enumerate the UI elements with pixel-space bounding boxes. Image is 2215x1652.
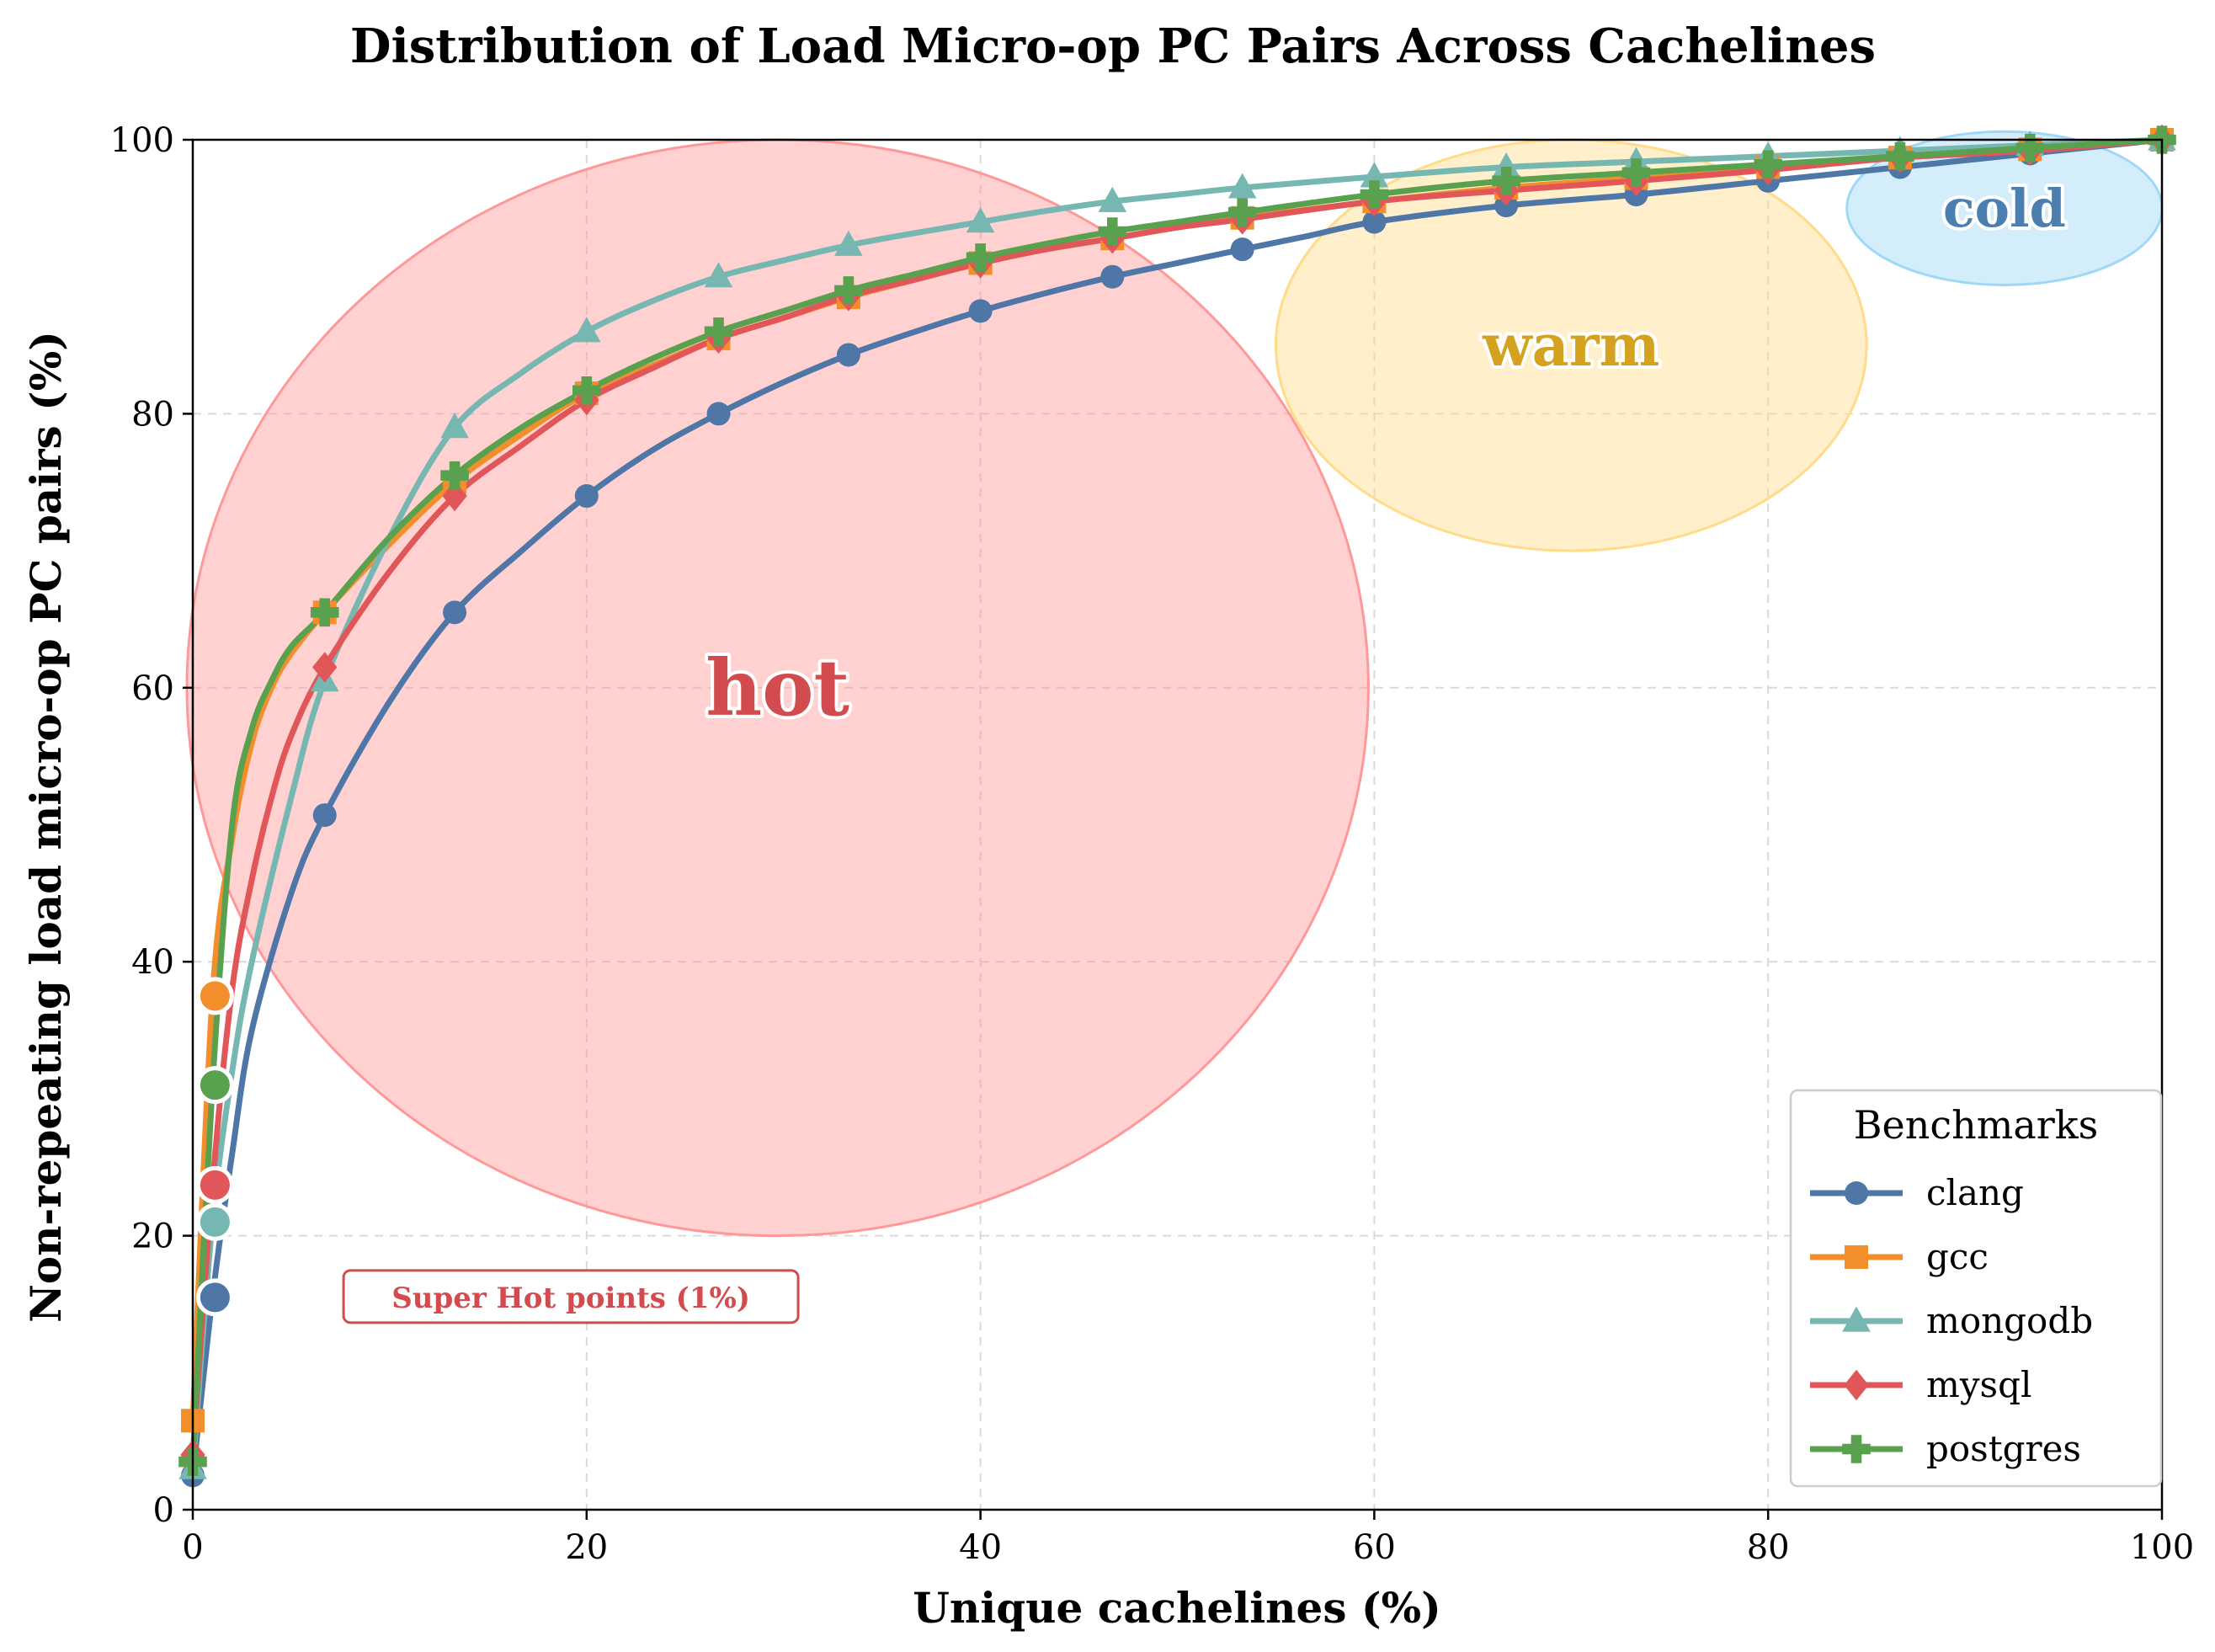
- y-tick-label: 60: [131, 669, 174, 708]
- y-tick-label: 100: [110, 121, 174, 160]
- clang-marker: [968, 299, 993, 323]
- x-tick-label: 20: [565, 1528, 608, 1567]
- clang-super-hot-point: [195, 1278, 234, 1317]
- legend-label: postgres: [1926, 1428, 2081, 1469]
- y-axis-label: Non-repeating load micro-op PC pairs (%): [21, 331, 71, 1323]
- legend-item-postgres: postgres: [1810, 1428, 2081, 1469]
- clang-marker: [312, 803, 337, 828]
- temperature-regions: [185, 130, 2164, 1238]
- legend-item-mongodb: mongodb: [1810, 1300, 2093, 1341]
- region-label-hot: hot: [705, 642, 849, 733]
- y-tick-label: 20: [131, 1218, 174, 1256]
- super-hot-annotation: Super Hot points (1%): [342, 1269, 800, 1324]
- x-tick-label: 40: [959, 1528, 1002, 1567]
- legend-box: [1789, 1089, 2163, 1488]
- postgres-marker: [2015, 133, 2045, 163]
- mongodb-marker: [572, 317, 601, 343]
- mysql-marker: [312, 652, 338, 683]
- mongodb-marker: [1492, 152, 1520, 179]
- postgres-marker: [1098, 217, 1127, 246]
- legend-label: gcc: [1926, 1236, 1989, 1277]
- clang-marker: [1362, 210, 1387, 234]
- chart-title: Distribution of Load Micro-op PC Pairs A…: [350, 19, 1876, 74]
- clang-marker: [1230, 237, 1254, 262]
- x-tick-label: 0: [182, 1528, 203, 1567]
- postgres-marker: [1754, 150, 1782, 179]
- region-label-cold: cold: [1943, 178, 2066, 239]
- legend-item-mysql: mysql: [1810, 1364, 2031, 1405]
- postgres-marker: [1227, 198, 1257, 227]
- annotation-text: Super Hot points (1%): [391, 1282, 750, 1315]
- legend-swatch-marker: [1845, 1181, 1868, 1205]
- x-tick-label: 60: [1353, 1528, 1396, 1567]
- mongodb-marker: [1360, 162, 1389, 188]
- legend-swatch-marker: [1842, 1435, 1871, 1463]
- legend-title: Benchmarks: [1854, 1102, 2099, 1148]
- plot-frame: [191, 138, 2164, 1511]
- x-axis-label: Unique cachelines (%): [913, 1583, 1440, 1633]
- x-tick-label: 80: [1747, 1528, 1790, 1567]
- legend-label: mysql: [1926, 1364, 2031, 1405]
- postgres-marker: [834, 276, 863, 305]
- mongodb-marker: [440, 413, 469, 439]
- region-labels: hot warm cold: [702, 174, 2069, 737]
- mongodb-marker: [1098, 186, 1127, 212]
- postgres-marker: [1492, 167, 1520, 195]
- postgres-marker: [966, 243, 995, 272]
- x-axis-ticks: 0 20 40 60 80 100: [182, 1510, 2194, 1567]
- clang-marker: [443, 600, 467, 625]
- mongodb-super-hot-point: [195, 1202, 234, 1241]
- postgres-marker: [704, 317, 733, 346]
- clang-marker: [1100, 264, 1125, 289]
- series-markers: [178, 124, 2176, 1488]
- y-tick-label: 80: [131, 395, 174, 434]
- x-tick-label: 100: [2130, 1528, 2194, 1567]
- postgres-marker: [1886, 141, 1914, 171]
- legend-label: clang: [1926, 1172, 2024, 1213]
- clang-marker: [836, 343, 860, 367]
- legend-item-gcc: gcc: [1810, 1236, 1989, 1277]
- gcc-super-hot-point: [195, 977, 234, 1015]
- postgres-marker: [1360, 180, 1389, 209]
- postgres-marker: [572, 376, 601, 405]
- y-axis-ticks: 0 20 40 60 80 100: [110, 121, 193, 1530]
- legend-item-clang: clang: [1810, 1172, 2024, 1213]
- y-tick-label: 40: [131, 943, 174, 982]
- annotation-box: [342, 1269, 800, 1324]
- region-label-warm: warm: [1482, 312, 1659, 380]
- legend-label: mongodb: [1926, 1300, 2093, 1341]
- mysql-super-hot-point: [195, 1165, 234, 1204]
- postgres-super-hot-point: [195, 1066, 234, 1105]
- legend-swatch-marker: [1842, 1306, 1871, 1332]
- clang-marker: [574, 484, 599, 509]
- super-hot-points: [195, 977, 234, 1317]
- mongodb-marker: [704, 262, 733, 288]
- postgres-marker: [310, 598, 339, 627]
- mysql-marker: [442, 480, 467, 512]
- legend-swatch-marker: [1844, 1369, 1869, 1401]
- mongodb-marker: [1227, 173, 1257, 199]
- mongodb-marker: [966, 207, 995, 233]
- legend: Benchmarks clang gcc mongodb mysql postgres: [1789, 1089, 2163, 1488]
- clang-marker: [706, 402, 731, 426]
- y-tick-label: 0: [153, 1491, 174, 1530]
- postgres-marker: [440, 461, 469, 490]
- postgres-marker: [1621, 158, 1651, 187]
- mongodb-marker: [834, 230, 863, 256]
- legend-swatch-marker: [1845, 1245, 1868, 1269]
